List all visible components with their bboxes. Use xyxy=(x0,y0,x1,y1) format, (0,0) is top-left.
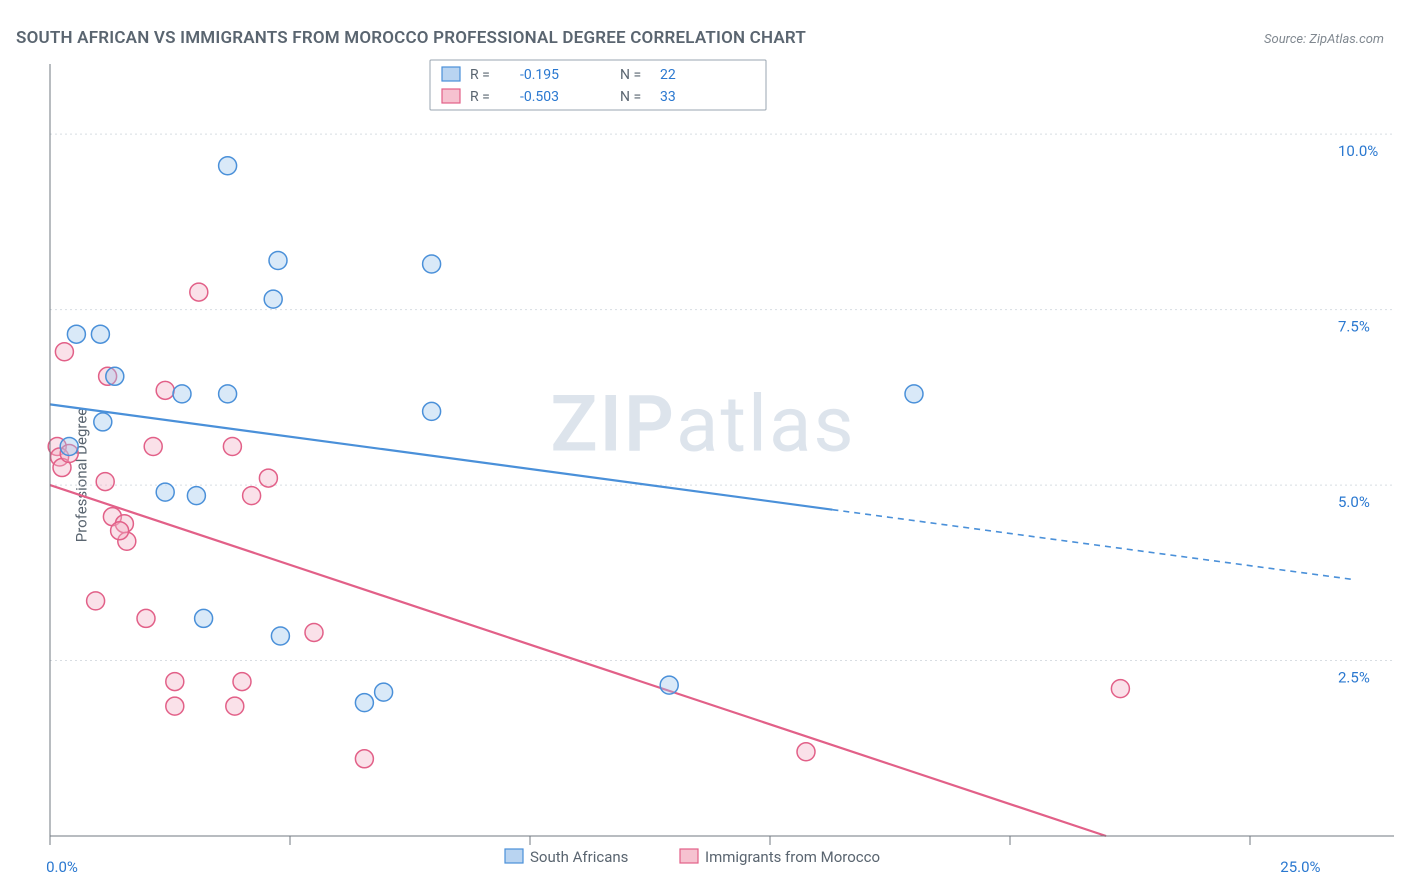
point-blue xyxy=(91,325,109,343)
x-tick-label: 0.0% xyxy=(46,858,78,876)
legend-n-value: 33 xyxy=(660,89,676,105)
point-blue xyxy=(905,385,923,403)
y-tick-label: 2.5% xyxy=(1338,669,1370,687)
point-blue xyxy=(156,483,174,501)
x-tick-label: 25.0% xyxy=(1280,858,1320,876)
source-attribution: Source: ZipAtlas.com xyxy=(1264,32,1384,47)
point-pink xyxy=(243,487,261,505)
point-blue xyxy=(219,157,237,175)
point-pink xyxy=(355,750,373,768)
point-pink xyxy=(137,609,155,627)
y-tick-label: 5.0% xyxy=(1338,493,1370,511)
y-tick-label: 10.0% xyxy=(1338,142,1378,160)
point-pink xyxy=(96,473,114,491)
point-blue xyxy=(264,290,282,308)
point-blue xyxy=(94,413,112,431)
point-blue xyxy=(106,367,124,385)
point-pink xyxy=(144,437,162,455)
legend-r-label: R = xyxy=(470,67,490,83)
point-blue xyxy=(355,694,373,712)
legend-r-value: -0.195 xyxy=(520,67,559,83)
point-blue xyxy=(173,385,191,403)
legend-n-label: N = xyxy=(620,89,641,105)
point-blue xyxy=(423,402,441,420)
legend-r-value: -0.503 xyxy=(520,89,559,105)
point-pink xyxy=(233,673,251,691)
legend-n-label: N = xyxy=(620,67,641,83)
bottom-legend-swatch-blue xyxy=(505,849,523,863)
bottom-legend-label: South Africans xyxy=(530,848,628,866)
legend-n-value: 22 xyxy=(660,67,676,83)
point-blue xyxy=(219,385,237,403)
chart-svg: 2.5% 5.0% 7.5% 10.0% 0.0% 25.0% R = -0.195 N = 22… xyxy=(0,58,1406,892)
chart-container: Professional Degree ZIPatlas 2.5%5.0%7.5… xyxy=(0,58,1406,892)
point-pink xyxy=(259,469,277,487)
point-pink xyxy=(797,743,815,761)
point-pink xyxy=(166,673,184,691)
trend-line-blue-ext xyxy=(832,510,1355,580)
point-pink xyxy=(223,437,241,455)
point-pink xyxy=(190,283,208,301)
bottom-legend-swatch-pink xyxy=(680,849,698,863)
point-pink xyxy=(1111,680,1129,698)
trend-line-pink xyxy=(50,485,1106,836)
point-blue xyxy=(269,252,287,270)
point-blue xyxy=(67,325,85,343)
point-pink xyxy=(305,623,323,641)
y-tick-label: 7.5% xyxy=(1338,318,1370,336)
point-pink xyxy=(156,381,174,399)
point-pink xyxy=(55,343,73,361)
point-blue xyxy=(375,683,393,701)
point-blue xyxy=(271,627,289,645)
chart-title: SOUTH AFRICAN VS IMMIGRANTS FROM MOROCCO… xyxy=(16,28,806,48)
point-blue xyxy=(60,437,78,455)
bottom-legend-label: Immigrants from Morocco xyxy=(705,848,880,866)
point-blue xyxy=(187,487,205,505)
legend-swatch-blue xyxy=(442,67,460,81)
point-blue xyxy=(423,255,441,273)
legend-swatch-pink xyxy=(442,89,460,103)
point-pink xyxy=(166,697,184,715)
point-pink xyxy=(111,522,129,540)
point-pink xyxy=(87,592,105,610)
legend-r-label: R = xyxy=(470,89,490,105)
point-pink xyxy=(226,697,244,715)
point-blue xyxy=(660,676,678,694)
point-blue xyxy=(195,609,213,627)
